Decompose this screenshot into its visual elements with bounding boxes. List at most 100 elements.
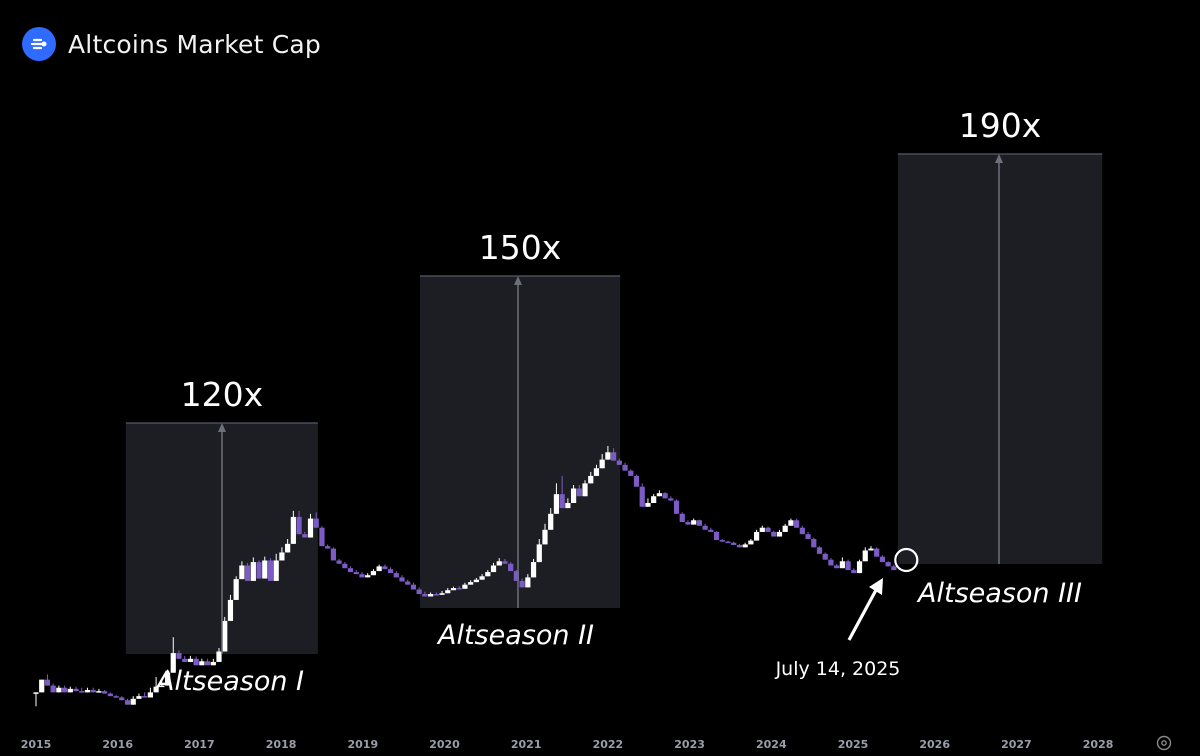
candle (582, 480, 588, 497)
x-tick-label: 2017 (184, 738, 215, 751)
candle (496, 558, 502, 566)
candle (422, 591, 428, 597)
candle (468, 580, 474, 585)
candle (576, 485, 582, 497)
chart-header: Altcoins Market Cap (22, 26, 321, 62)
candle (250, 557, 256, 581)
candle (685, 520, 691, 525)
candle (874, 547, 880, 557)
candle (222, 616, 228, 652)
candle (776, 529, 783, 537)
candle (748, 539, 754, 545)
multiplier-label: 190x (959, 106, 1042, 145)
candle (387, 567, 394, 574)
candle (153, 676, 159, 693)
candle (273, 553, 279, 581)
chart-title: Altcoins Market Cap (68, 29, 321, 59)
candle (719, 539, 725, 542)
candle (862, 547, 868, 562)
candle (736, 543, 743, 548)
candle (834, 563, 840, 569)
candle (570, 485, 577, 504)
x-tick-label: 2021 (511, 738, 542, 751)
candle (788, 518, 794, 526)
candle (519, 578, 525, 588)
candle (113, 694, 119, 698)
candle (759, 525, 765, 532)
candle (365, 573, 371, 578)
candle (285, 539, 291, 553)
pointer-arrow-head (869, 578, 883, 595)
candle (805, 531, 811, 540)
candle (679, 512, 685, 523)
candle (639, 483, 645, 507)
candle (845, 559, 851, 571)
candle (513, 570, 519, 581)
candle (593, 464, 600, 476)
candle (611, 448, 617, 461)
candle (170, 637, 176, 673)
candle (307, 513, 314, 538)
candle (416, 587, 422, 595)
candle (702, 523, 708, 530)
candle (147, 687, 153, 698)
candle (456, 586, 462, 590)
candle (433, 592, 439, 596)
altseason-box (897, 154, 1103, 564)
candle (450, 586, 457, 591)
candle (668, 496, 674, 501)
x-tick-label: 2016 (102, 738, 133, 751)
candle (868, 546, 874, 551)
candle (588, 471, 594, 484)
candle (96, 688, 102, 693)
candle (216, 648, 222, 662)
x-tick-label: 2026 (919, 738, 950, 751)
x-tick-label: 2022 (593, 738, 624, 751)
candle (336, 558, 342, 564)
candle (204, 658, 211, 666)
candle (622, 462, 628, 471)
candle (102, 689, 108, 694)
candle (79, 687, 85, 693)
candle (376, 564, 382, 572)
candle (142, 692, 148, 698)
multiplier-label: 150x (479, 228, 562, 267)
candle (508, 562, 514, 572)
candle (342, 562, 348, 569)
candle (370, 569, 377, 576)
candle (822, 552, 828, 560)
candle (39, 679, 45, 693)
candle (628, 469, 634, 476)
candle (353, 570, 359, 575)
candle (393, 571, 399, 578)
candle (708, 527, 714, 532)
candle (267, 558, 274, 581)
stream-logo-icon (22, 27, 56, 61)
candle (542, 523, 548, 545)
candle (691, 518, 697, 525)
candle (33, 692, 39, 707)
candle (445, 588, 451, 594)
multiplier-label: 120x (181, 375, 264, 414)
candle (616, 458, 622, 465)
candle (811, 537, 817, 548)
candle (347, 566, 354, 573)
candle (239, 561, 245, 580)
candle (319, 526, 325, 547)
candle (851, 568, 857, 574)
candle (199, 658, 205, 666)
candle (553, 483, 560, 514)
candle (771, 530, 777, 537)
x-tick-label: 2018 (266, 738, 297, 751)
candle (159, 681, 165, 688)
x-tick-label: 2024 (756, 738, 787, 751)
candle (67, 686, 73, 693)
candle (490, 562, 497, 573)
candle (182, 655, 188, 662)
candle (359, 572, 365, 578)
arrow-head (514, 276, 522, 285)
candle (742, 542, 748, 548)
settings-icon[interactable] (1155, 734, 1173, 752)
candle (565, 498, 571, 509)
